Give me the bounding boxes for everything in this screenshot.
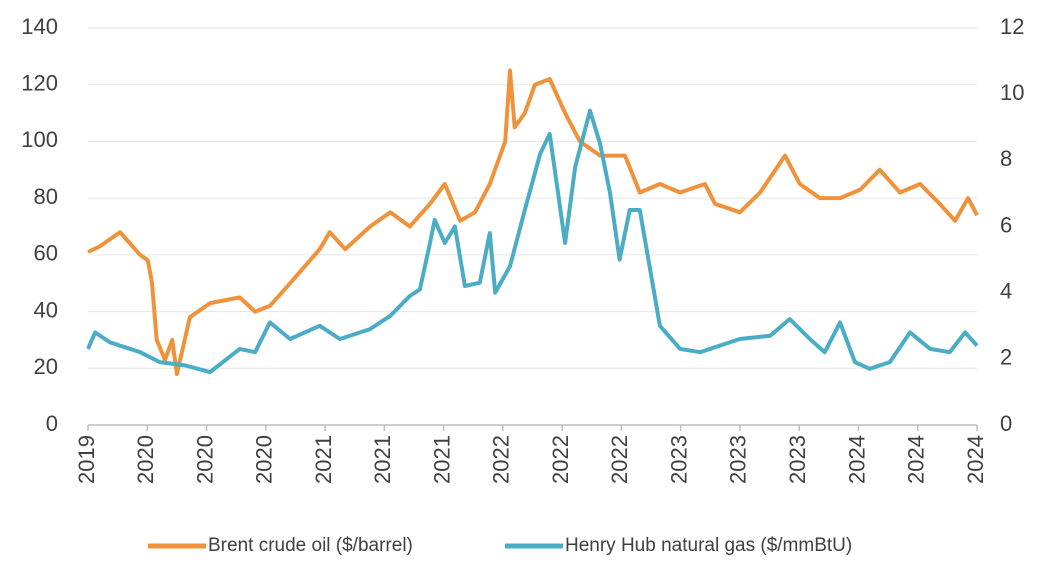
x-tick-label: 2024 bbox=[904, 435, 929, 484]
y2-tick-label: 12 bbox=[1000, 14, 1024, 39]
y-tick-label: 40 bbox=[34, 297, 58, 322]
x-tick-label: 2021 bbox=[429, 435, 454, 484]
y-tick-label: 60 bbox=[34, 241, 58, 266]
y2-tick-label: 8 bbox=[1000, 146, 1012, 171]
y2-tick-label: 0 bbox=[1000, 411, 1012, 436]
y2-tick-label: 2 bbox=[1000, 345, 1012, 370]
x-tick-label: 2022 bbox=[548, 435, 573, 484]
x-tick-label: 2023 bbox=[666, 435, 691, 484]
x-tick-label: 2024 bbox=[963, 435, 988, 484]
y-tick-label: 20 bbox=[34, 354, 58, 379]
y2-tick-label: 4 bbox=[1000, 278, 1012, 303]
y-tick-label: 100 bbox=[21, 127, 58, 152]
x-tick-label: 2020 bbox=[252, 435, 277, 484]
legend-label: Henry Hub natural gas ($/mmBtU) bbox=[565, 535, 852, 556]
legend-label: Brent crude oil ($/barrel) bbox=[208, 535, 413, 556]
y-tick-label: 120 bbox=[21, 71, 58, 96]
line-series bbox=[86, 108, 979, 375]
x-tick-label: 2020 bbox=[133, 435, 158, 484]
y-tick-label: 80 bbox=[34, 184, 58, 209]
y2-tick-label: 10 bbox=[1000, 80, 1024, 105]
y-tick-label: 140 bbox=[21, 14, 58, 39]
x-tick-label: 2021 bbox=[311, 435, 336, 484]
x-tick-label: 2022 bbox=[489, 435, 514, 484]
x-tick-label: 2024 bbox=[844, 435, 869, 484]
x-tick-label: 2020 bbox=[192, 435, 217, 484]
y2-tick-label: 6 bbox=[1000, 212, 1012, 237]
y-tick-label: 0 bbox=[46, 411, 58, 436]
x-tick-label: 2019 bbox=[74, 435, 99, 484]
x-tick-label: 2023 bbox=[785, 435, 810, 484]
x-tick-label: 2021 bbox=[370, 435, 395, 484]
x-tick-label: 2023 bbox=[726, 435, 751, 484]
x-tick-label: 2022 bbox=[607, 435, 632, 484]
